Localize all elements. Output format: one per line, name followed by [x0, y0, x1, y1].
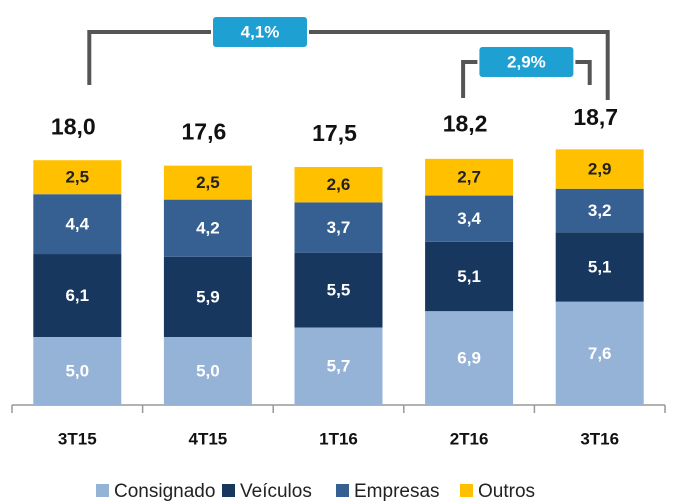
value-label: 6,1 — [65, 286, 89, 305]
bar-segment — [425, 158, 514, 196]
bar-segment — [555, 232, 644, 302]
value-label: 5,1 — [457, 267, 481, 286]
legend-swatch — [460, 484, 473, 497]
value-label: 2,5 — [196, 173, 220, 192]
value-label: 4,2 — [196, 219, 220, 238]
value-label: 5,0 — [196, 361, 220, 380]
value-label: 3,2 — [588, 201, 612, 220]
bar-segment — [33, 194, 122, 255]
value-label: 4,4 — [65, 215, 89, 234]
growth-label: 4,1% — [241, 22, 280, 41]
value-label: 5,9 — [196, 287, 220, 306]
bar-segment — [163, 165, 252, 200]
bar-segment — [33, 254, 122, 337]
bar-segment — [294, 252, 383, 328]
value-label: 5,0 — [65, 361, 89, 380]
legend-swatch — [336, 484, 349, 497]
bar-segment — [294, 327, 383, 405]
legend-swatch — [96, 484, 109, 497]
x-tick-label: 1T16 — [319, 429, 358, 448]
value-label: 5,5 — [327, 281, 351, 300]
total-label: 17,6 — [182, 119, 227, 145]
value-label: 5,7 — [327, 357, 351, 376]
bar-segment — [294, 167, 383, 203]
growth-box — [477, 45, 576, 79]
legend-label: Consignado — [114, 481, 215, 502]
x-tick-label: 4T15 — [189, 429, 228, 448]
bar-segment — [33, 160, 122, 195]
legend-label: Outros — [478, 481, 535, 502]
growth-bracket — [87, 30, 610, 100]
total-label: 18,0 — [51, 113, 96, 139]
bar-segment — [294, 202, 383, 253]
bar-segment — [555, 149, 644, 189]
legend-label: Empresas — [354, 481, 440, 502]
value-label: 2,6 — [327, 175, 351, 194]
bar-segment — [163, 199, 252, 257]
growth-box — [211, 15, 309, 49]
value-label: 6,9 — [457, 349, 481, 368]
bar-segment — [425, 241, 514, 312]
total-label: 18,7 — [573, 104, 618, 130]
bar-segment — [425, 311, 514, 405]
x-tick-label: 3T16 — [580, 429, 619, 448]
value-label: 2,7 — [457, 168, 481, 187]
value-label: 7,6 — [588, 344, 612, 363]
total-label: 18,2 — [443, 111, 488, 137]
bar-segment — [163, 337, 252, 405]
total-label: 17,5 — [312, 120, 357, 146]
x-tick-label: 3T15 — [58, 429, 97, 448]
x-tick-label: 2T16 — [450, 429, 489, 448]
value-label: 3,7 — [327, 218, 351, 237]
value-label: 3,4 — [457, 209, 481, 228]
value-label: 5,1 — [588, 257, 612, 276]
bar-segment — [425, 195, 514, 242]
growth-label: 2,9% — [507, 52, 546, 71]
bar-segment — [33, 337, 122, 405]
bar-segment — [555, 301, 644, 405]
value-label: 2,5 — [65, 168, 89, 187]
legend-label: Veículos — [240, 481, 312, 502]
bar-segment — [163, 256, 252, 337]
value-label: 2,9 — [588, 160, 612, 179]
bar-segment — [555, 188, 644, 233]
legend-swatch — [222, 484, 235, 497]
